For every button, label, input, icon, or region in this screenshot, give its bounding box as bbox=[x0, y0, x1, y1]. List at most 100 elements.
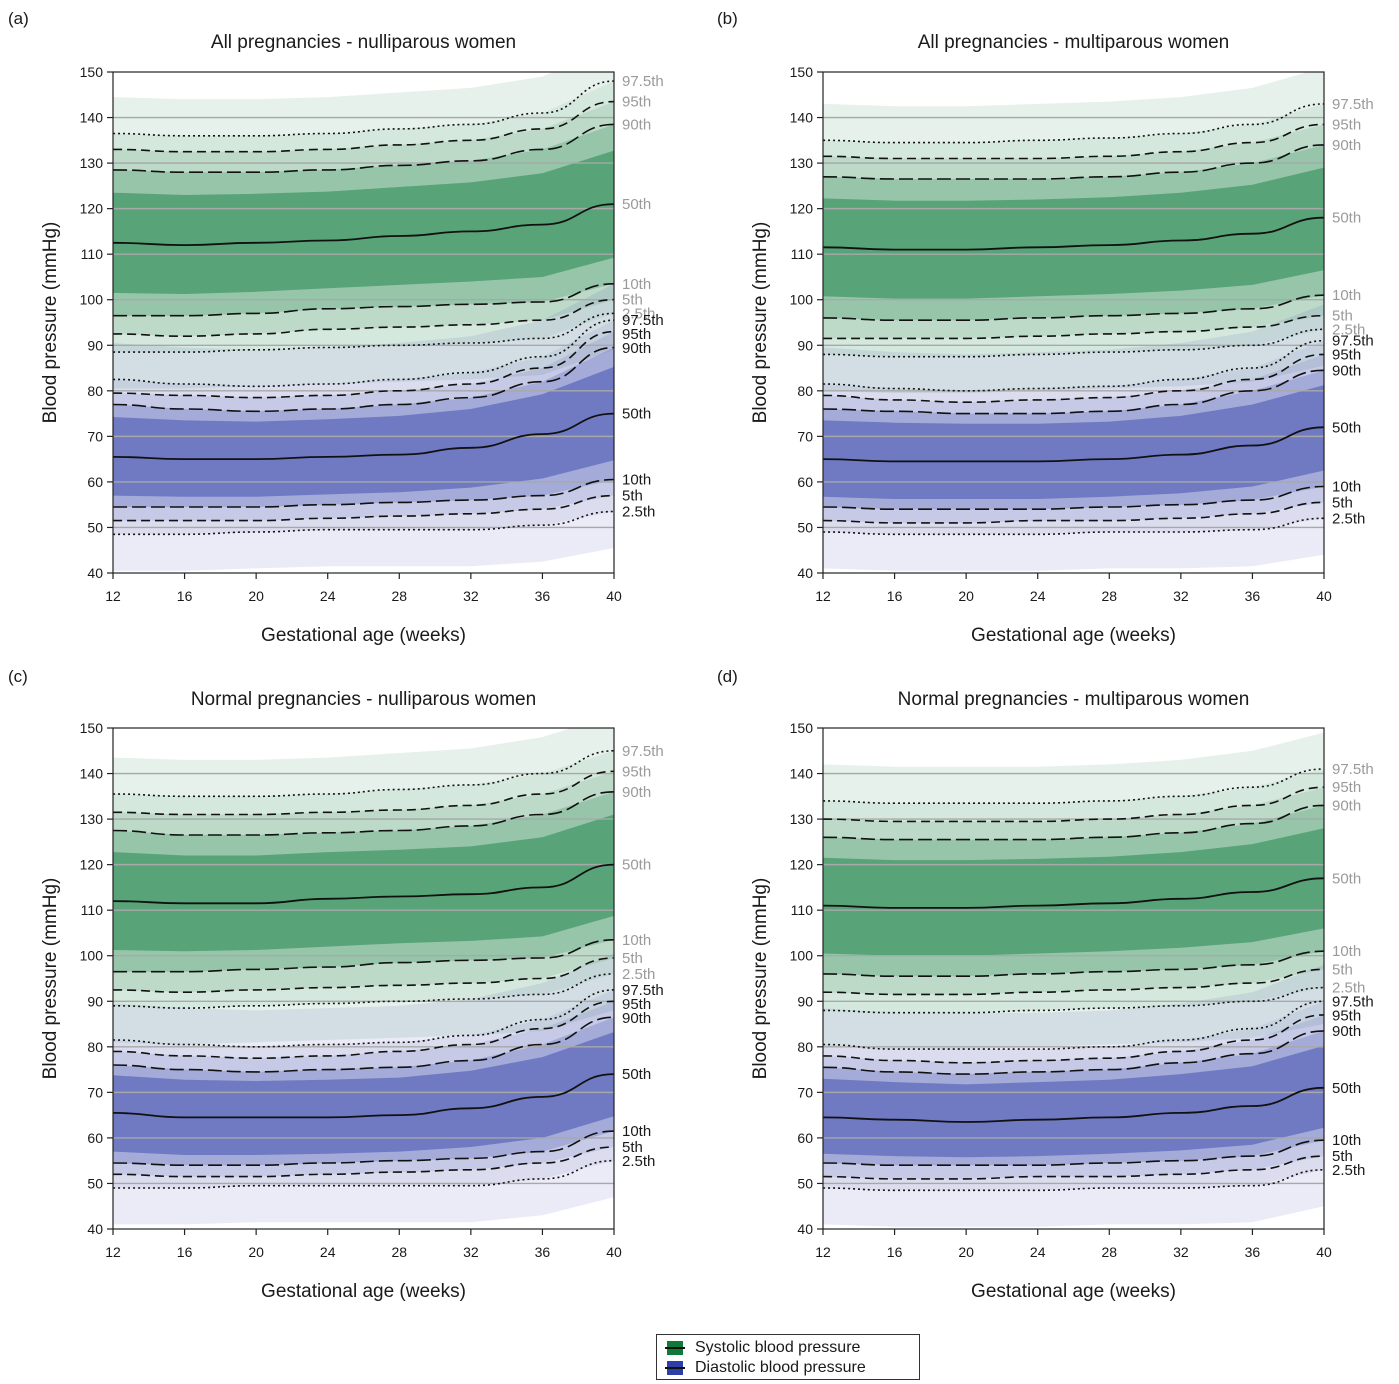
plot-frame bbox=[822, 727, 1325, 1230]
diastolic-90th-line bbox=[112, 346, 615, 413]
diastolic-label-90th: 90th bbox=[1332, 362, 1361, 379]
diastolic-band bbox=[823, 964, 1324, 1227]
panel-title: All pregnancies - multiparous women bbox=[918, 32, 1230, 53]
diastolic-50th-line bbox=[822, 426, 1325, 463]
legend-label-systolic: Systolic blood pressure bbox=[695, 1339, 861, 1356]
diastolic-band bbox=[113, 347, 614, 507]
y-tick-label: 110 bbox=[791, 246, 814, 262]
y-tick-label: 60 bbox=[87, 1130, 103, 1146]
diastolic-band bbox=[113, 320, 614, 535]
y-tick-label: 80 bbox=[797, 383, 813, 399]
diastolic-90th-line bbox=[822, 1030, 1325, 1075]
systolic-5th-line bbox=[822, 968, 1325, 996]
x-tick-label: 16 bbox=[177, 588, 193, 604]
y-tick-label: 90 bbox=[87, 337, 103, 353]
systolic-label-90th: 90th bbox=[1332, 137, 1361, 154]
y-tick-label: 120 bbox=[790, 857, 814, 873]
diastolic-10th-line bbox=[822, 485, 1325, 511]
diastolic-90th-line bbox=[822, 369, 1325, 415]
diastolic-label-95th: 95th bbox=[622, 996, 651, 1013]
y-tick-label: 120 bbox=[790, 201, 814, 217]
systolic-band bbox=[113, 771, 614, 993]
systolic-50th-line bbox=[822, 877, 1325, 909]
y-tick-label: 100 bbox=[790, 292, 814, 308]
y-tick-label: 80 bbox=[87, 1039, 103, 1055]
diastolic-label-10th: 10th bbox=[622, 1123, 651, 1140]
plot-frame bbox=[112, 727, 615, 1230]
y-tick-label: 150 bbox=[80, 720, 104, 736]
diastolic-label-90th: 90th bbox=[622, 340, 651, 357]
systolic-label-95th: 95th bbox=[1332, 116, 1361, 133]
diastolic-97.5th-line bbox=[822, 339, 1325, 392]
diastolic-label-95th: 95th bbox=[622, 326, 651, 343]
x-tick-label: 20 bbox=[958, 588, 974, 604]
systolic-swatch bbox=[665, 1341, 685, 1355]
systolic-label-50th: 50th bbox=[1332, 870, 1361, 887]
x-tick-label: 32 bbox=[463, 588, 479, 604]
legend-item-systolic: Systolic blood pressure bbox=[665, 1339, 861, 1357]
diastolic-label-97.5th: 97.5th bbox=[622, 312, 664, 329]
diastolic-label-10th: 10th bbox=[1332, 478, 1361, 495]
systolic-label-97.5th: 97.5th bbox=[1332, 96, 1374, 113]
systolic-label-50th: 50th bbox=[1332, 210, 1361, 227]
y-tick-label: 120 bbox=[80, 201, 104, 217]
plot-background bbox=[113, 728, 614, 1229]
diastolic-core-band bbox=[113, 366, 614, 497]
y-tick-label: 80 bbox=[797, 1039, 813, 1055]
systolic-10th-line bbox=[822, 950, 1325, 978]
systolic-5th-line bbox=[823, 314, 1325, 340]
systolic-core-band bbox=[113, 814, 614, 952]
diastolic-label-2.5th: 2.5th bbox=[622, 1153, 655, 1170]
diastolic-band bbox=[823, 370, 1324, 510]
diastolic-50th-line bbox=[112, 412, 615, 461]
diastolic-band bbox=[823, 1001, 1324, 1191]
y-tick-label: 140 bbox=[790, 766, 814, 782]
systolic-5th-line bbox=[112, 957, 615, 994]
x-tick-label: 24 bbox=[320, 1244, 336, 1260]
systolic-label-5th: 5th bbox=[622, 950, 643, 967]
y-tick-label: 90 bbox=[87, 993, 103, 1009]
diastolic-label-5th: 5th bbox=[1332, 494, 1353, 511]
diastolic-label-50th: 50th bbox=[1332, 419, 1361, 436]
diastolic-5th-line bbox=[822, 1155, 1325, 1180]
panel-3: (d) Normal pregnancies - multiparous wome… bbox=[717, 667, 1374, 1302]
systolic-label-5th: 5th bbox=[1332, 308, 1353, 325]
diastolic-label-2.5th: 2.5th bbox=[1332, 510, 1365, 527]
systolic-band bbox=[823, 124, 1324, 339]
y-tick-label: 60 bbox=[797, 1130, 813, 1146]
x-tick-label: 40 bbox=[606, 588, 622, 604]
y-axis-title: Blood pressure (mmHg) bbox=[40, 878, 61, 1080]
diastolic-label-50th: 50th bbox=[622, 1066, 651, 1083]
x-axis-title: Gestational age (weeks) bbox=[971, 1281, 1176, 1302]
y-tick-label: 110 bbox=[81, 246, 104, 262]
diastolic-label-5th: 5th bbox=[622, 488, 643, 505]
x-tick-label: 12 bbox=[815, 1244, 831, 1260]
x-tick-label: 16 bbox=[887, 1244, 903, 1260]
plot-background bbox=[823, 72, 1324, 573]
diastolic-97.5th-line bbox=[822, 1000, 1325, 1050]
systolic-label-50th: 50th bbox=[622, 196, 651, 213]
systolic-band bbox=[113, 728, 614, 1045]
x-tick-label: 40 bbox=[1316, 1244, 1332, 1260]
y-tick-label: 40 bbox=[87, 565, 103, 581]
y-tick-label: 140 bbox=[80, 110, 104, 126]
x-tick-label: 32 bbox=[1173, 1244, 1189, 1260]
y-tick-label: 40 bbox=[797, 565, 813, 581]
systolic-50th-line bbox=[112, 203, 615, 247]
diastolic-label-5th: 5th bbox=[622, 1139, 643, 1156]
diastolic-band bbox=[823, 354, 1324, 523]
y-tick-label: 60 bbox=[797, 474, 813, 490]
x-tick-label: 40 bbox=[1316, 588, 1332, 604]
x-tick-label: 36 bbox=[1245, 588, 1261, 604]
diastolic-95th-line bbox=[112, 1000, 615, 1060]
x-axis-title: Gestational age (weeks) bbox=[261, 1281, 466, 1302]
y-tick-label: 80 bbox=[87, 383, 103, 399]
systolic-label-95th: 95th bbox=[1332, 779, 1361, 796]
systolic-core-band bbox=[113, 150, 614, 294]
diastolic-label-2.5th: 2.5th bbox=[1332, 1162, 1365, 1179]
diastolic-10th-line bbox=[112, 1130, 615, 1167]
diastolic-95th-line bbox=[112, 330, 615, 399]
panel-1: (b) All pregnancies - multiparous women 40… bbox=[717, 9, 1374, 646]
diastolic-10th-line bbox=[822, 1139, 1325, 1167]
